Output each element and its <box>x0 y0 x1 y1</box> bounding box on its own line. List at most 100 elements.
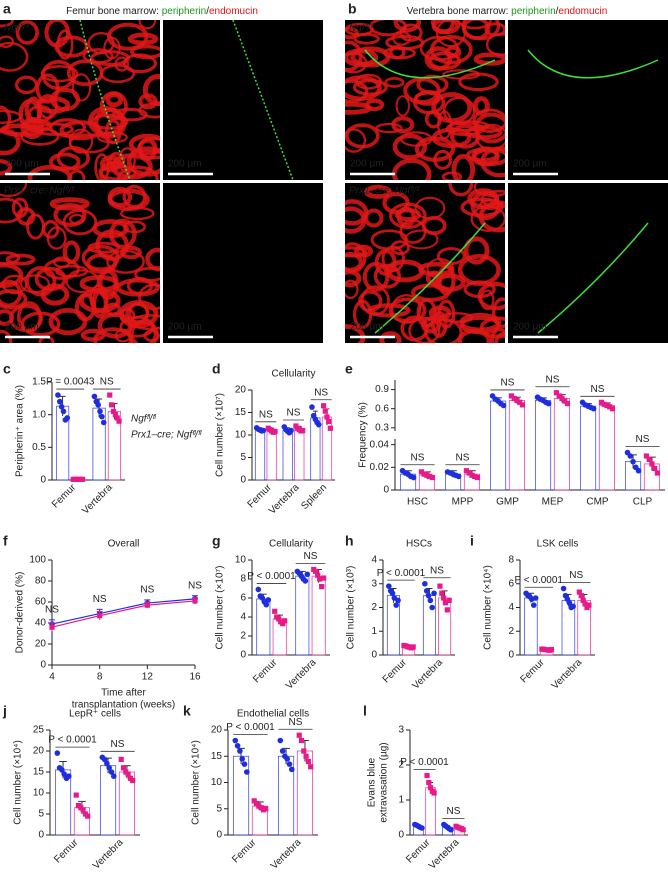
bar <box>553 398 570 491</box>
data-point <box>395 597 401 604</box>
micrograph <box>163 183 323 343</box>
chart-title: Overall <box>108 539 140 550</box>
data-point <box>309 404 315 410</box>
data-point <box>73 792 79 798</box>
data-point <box>429 604 435 611</box>
panel-letter: c <box>3 361 11 377</box>
vessel <box>465 125 503 140</box>
data-point <box>85 813 91 819</box>
vessel <box>419 35 460 61</box>
data-point <box>315 421 322 428</box>
y-axis-label: Cell number (×10³) <box>346 566 357 650</box>
significance-label: P < 0.0001 <box>515 575 564 586</box>
significance-label: P = 0.0043 <box>46 377 95 388</box>
data-point <box>288 766 295 773</box>
title-part: peripherin <box>511 6 555 17</box>
panel-letter: b <box>348 1 357 17</box>
y-tick-label: 20 <box>211 725 223 736</box>
panel-letter: e <box>345 361 353 377</box>
title-part: endomucin <box>209 6 258 17</box>
data-point <box>255 586 262 593</box>
y-tick-label: 4 <box>240 612 246 623</box>
data-point <box>100 419 107 426</box>
y-tick-label: 6 <box>508 578 514 589</box>
vessel <box>122 53 157 74</box>
data-point <box>604 402 610 409</box>
vessel <box>68 128 94 154</box>
x-tick-label: CLP <box>633 497 653 508</box>
data-point <box>514 397 520 403</box>
bar <box>508 399 525 491</box>
data-point <box>243 769 250 775</box>
data-point <box>109 402 115 408</box>
bar <box>294 428 305 481</box>
data-point <box>302 578 309 584</box>
vessel <box>353 32 380 45</box>
data-point <box>95 402 101 408</box>
legend-entry: Ngfᶠˡ/ᶠˡ <box>131 414 156 425</box>
vessel <box>142 74 160 107</box>
vessel <box>394 208 421 222</box>
nerve-fiber <box>232 20 294 180</box>
data-point <box>427 785 434 791</box>
vessel <box>120 245 142 260</box>
y-axis-label: Cell number (×10⁷) <box>215 566 226 650</box>
vessel <box>53 203 87 227</box>
vessel <box>400 131 433 147</box>
vessel <box>97 312 133 339</box>
data-point <box>301 748 307 754</box>
data-point <box>106 765 112 771</box>
scale-bar-label: 200 µm <box>5 322 39 333</box>
x-tick-label: 16 <box>189 672 201 683</box>
vessel <box>451 153 476 180</box>
vessel <box>99 91 128 121</box>
data-point <box>114 415 120 421</box>
vessel <box>34 266 67 292</box>
data-point <box>320 403 327 409</box>
data-point <box>548 646 555 653</box>
data-point <box>562 398 568 404</box>
y-axis-label: Donor-derived (%) <box>15 572 26 654</box>
data-point <box>107 392 113 398</box>
nerve-fiber <box>537 222 649 334</box>
y-tick-label: 0 <box>383 485 389 496</box>
vessel <box>459 312 502 332</box>
vessel <box>437 299 456 329</box>
y-tick-label: 3 <box>371 578 377 589</box>
bar <box>282 430 293 481</box>
bar <box>266 430 277 481</box>
data-point <box>108 769 115 775</box>
data-point <box>65 773 72 779</box>
y-axis-label: Peripherin⁺ area (%) <box>15 385 26 477</box>
chart-title: Endothelial cells <box>237 709 309 720</box>
vessel <box>393 20 422 33</box>
nerve-fiber <box>364 49 496 79</box>
title-part: Femur bone marrow: <box>66 6 162 17</box>
vessel <box>345 75 382 101</box>
data-point <box>313 568 319 574</box>
y-tick-label: 1 <box>371 626 377 637</box>
x-tick-label: Femur <box>50 482 79 511</box>
bar <box>489 400 507 491</box>
data-point <box>469 472 475 478</box>
vessel <box>365 98 385 112</box>
data-point <box>545 400 552 407</box>
data-point <box>60 408 67 415</box>
significance-label: NS <box>411 452 425 463</box>
bar <box>295 575 310 656</box>
data-point <box>652 465 658 472</box>
y-tick-label: 0 <box>240 650 246 661</box>
x-tick-label: Spleen <box>299 482 329 512</box>
micrograph <box>508 183 668 343</box>
y-tick-label: 0.6 <box>375 403 389 414</box>
data-point <box>649 461 655 467</box>
data-point <box>97 613 103 619</box>
vessel <box>122 220 146 234</box>
vessel <box>41 60 76 91</box>
vessel <box>472 96 490 116</box>
vessel <box>470 190 501 221</box>
data-point <box>101 756 108 763</box>
vessel <box>479 198 503 210</box>
y-tick-label: 10 <box>235 430 247 441</box>
data-point <box>517 399 523 405</box>
